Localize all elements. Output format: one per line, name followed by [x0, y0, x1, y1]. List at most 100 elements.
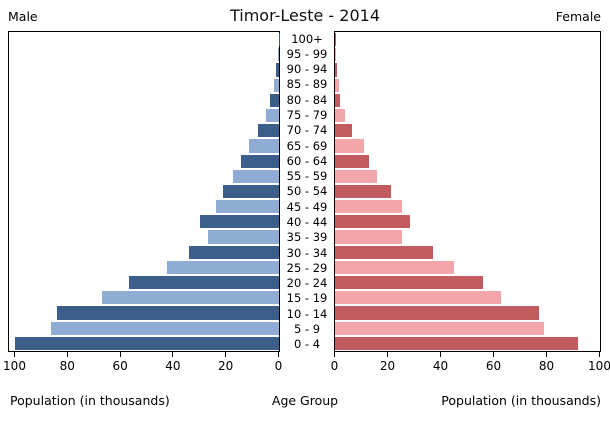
female-bar-15-19: [335, 291, 502, 305]
male-row: [9, 108, 279, 123]
female-bar-30-34: [335, 245, 433, 259]
age-group-label: 40 - 44: [286, 215, 328, 230]
age-group-label: 55 - 59: [286, 169, 328, 184]
female-plot-panel: [334, 31, 601, 352]
male-row: [9, 184, 279, 199]
chart-title: Timor-Leste - 2014: [229, 6, 381, 25]
female-axis-tick: [440, 352, 441, 357]
female-bar-65-69: [335, 139, 364, 153]
age-group-label: 0 - 4: [293, 337, 321, 352]
male-axis-tick: [172, 352, 174, 357]
male-bar-0-4: [15, 336, 279, 350]
female-bar-95-99: [335, 48, 337, 62]
female-axis-tick-label: 20: [379, 359, 396, 373]
age-group-label: 75 - 79: [286, 108, 328, 123]
footer-captions: Population (in thousands) Age Group Popu…: [0, 393, 610, 413]
male-bar-50-54: [222, 184, 279, 199]
male-bars-container: [9, 32, 279, 351]
male-axis-tick-label: 0: [274, 359, 283, 373]
age-group-label: 60 - 64: [286, 153, 328, 168]
male-row: [9, 47, 279, 62]
female-axis-caption: Population (in thousands): [441, 393, 601, 408]
female-row: [335, 336, 600, 351]
male-axis-tick-label: 60: [112, 359, 128, 373]
age-group-label: 50 - 54: [286, 184, 328, 199]
female-axis-tick-label: 100: [588, 359, 610, 373]
male-bar-55-59: [232, 169, 279, 183]
male-axis-tick-label: 100: [3, 359, 26, 373]
male-x-axis: 0 20 40 60 80 100: [3, 352, 282, 376]
male-axis-caption: Population (in thousands): [10, 393, 170, 408]
male-axis-tick: [278, 352, 279, 357]
female-axis-tick-label: 40: [432, 359, 449, 373]
male-row: [9, 214, 279, 229]
age-group-label: 95 - 99: [286, 46, 328, 61]
male-row: [9, 32, 279, 47]
male-bar-25-29: [166, 260, 279, 274]
age-group-label: 70 - 74: [286, 123, 328, 138]
female-bar-10-14: [335, 306, 540, 320]
female-bar-45-49: [335, 200, 402, 214]
male-row: [9, 245, 279, 260]
female-row: [335, 199, 600, 214]
male-row: [9, 199, 279, 214]
male-row: [9, 321, 279, 336]
age-group-label: 35 - 39: [286, 230, 328, 245]
female-row: [335, 47, 600, 62]
male-bar-85-89: [274, 78, 279, 92]
female-row: [335, 305, 600, 320]
male-bar-15-19: [102, 291, 279, 305]
male-row: [9, 336, 279, 351]
female-row: [335, 321, 600, 336]
male-side-label: Male: [8, 9, 38, 24]
female-row: [335, 62, 600, 77]
female-bar-50-54: [335, 184, 392, 199]
female-bar-90-94: [335, 63, 337, 77]
male-row: [9, 78, 279, 93]
age-group-label: 65 - 69: [286, 138, 328, 153]
female-row: [335, 78, 600, 93]
female-axis-tick: [599, 352, 600, 357]
male-row: [9, 169, 279, 184]
male-axis-tick-label: 80: [59, 359, 75, 373]
female-row: [335, 123, 600, 138]
male-bar-20-24: [128, 276, 279, 290]
male-row: [9, 260, 279, 275]
female-bar-75-79: [335, 108, 345, 123]
female-row: [335, 108, 600, 123]
male-bar-65-69: [249, 139, 279, 153]
male-bar-30-34: [189, 245, 279, 259]
male-bar-70-74: [257, 124, 279, 138]
male-row: [9, 62, 279, 77]
female-row: [335, 32, 600, 47]
female-bar-40-44: [335, 215, 411, 229]
male-row: [9, 123, 279, 138]
female-row: [335, 138, 600, 153]
female-row: [335, 260, 600, 275]
female-axis-tick-label: 0: [330, 359, 339, 373]
male-axis-tick: [66, 352, 68, 357]
male-axis-tick: [225, 352, 227, 357]
female-bar-85-89: [335, 78, 339, 92]
age-group-label: 15 - 19: [286, 291, 328, 306]
male-bar-35-39: [207, 230, 279, 244]
female-bar-20-24: [335, 276, 483, 290]
female-row: [335, 275, 600, 290]
male-bar-40-44: [199, 215, 279, 229]
female-bars-container: [335, 32, 600, 351]
male-row: [9, 138, 279, 153]
female-x-axis: 0 20 40 60 80 100: [331, 352, 610, 376]
female-bar-35-39: [335, 230, 402, 244]
female-bar-80-84: [335, 93, 340, 107]
male-row: [9, 290, 279, 305]
female-bar-55-59: [335, 169, 378, 183]
male-bar-60-64: [240, 154, 279, 168]
female-bar-25-29: [335, 260, 454, 274]
female-axis-tick: [546, 352, 547, 357]
age-group-caption: Age Group: [271, 393, 339, 408]
male-row: [9, 275, 279, 290]
age-group-label: 85 - 89: [286, 77, 328, 92]
female-row: [335, 154, 600, 169]
male-bar-80-84: [270, 93, 279, 107]
